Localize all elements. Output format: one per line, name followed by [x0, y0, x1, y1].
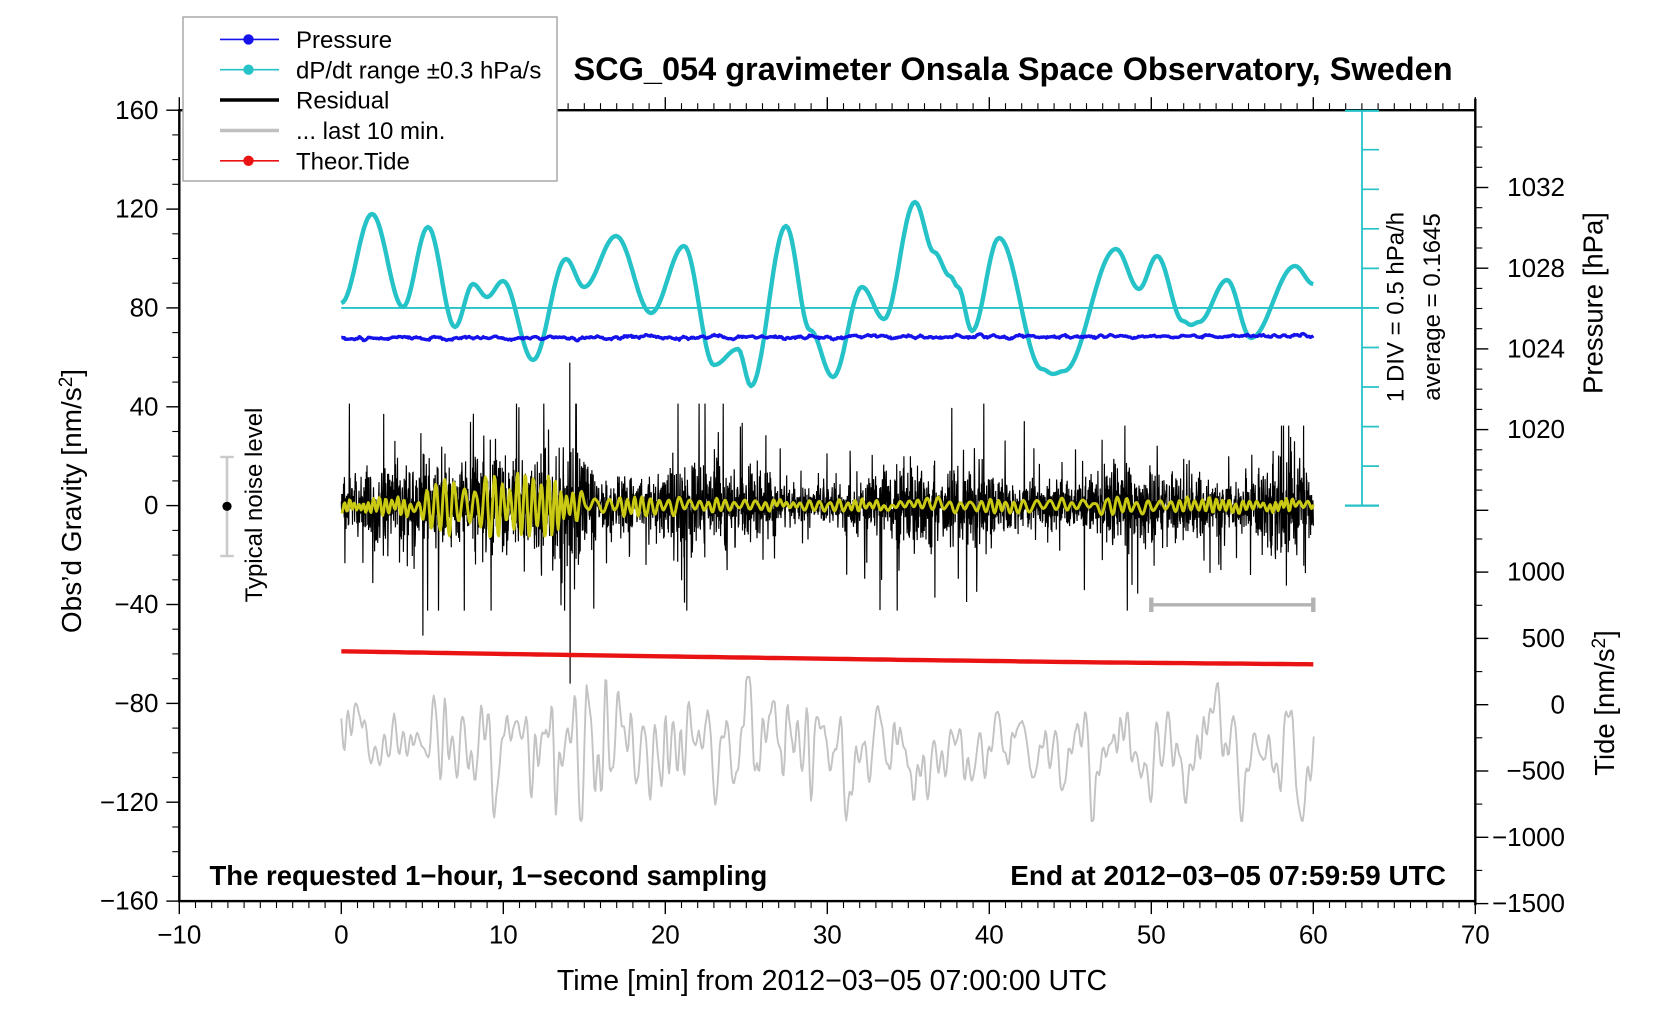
svg-text:SCG_054 gravimeter Onsala Spac: SCG_054 gravimeter Onsala Space Observat… — [573, 51, 1452, 87]
svg-text:Time [min] from 2012−03−05 07:: Time [min] from 2012−03−05 07:00:00 UTC — [557, 965, 1107, 997]
svg-text:−500: −500 — [1506, 756, 1565, 786]
svg-text:80: 80 — [130, 293, 159, 323]
svg-text:1000: 1000 — [1507, 557, 1565, 587]
svg-text:Obs’d Gravity [nm/s2]: Obs’d Gravity [nm/s2] — [56, 369, 87, 633]
svg-text:−120: −120 — [100, 787, 159, 817]
svg-text:0: 0 — [144, 490, 158, 520]
svg-text:70: 70 — [1461, 920, 1490, 950]
svg-text:−1000: −1000 — [1492, 822, 1565, 852]
svg-text:0: 0 — [1551, 689, 1565, 719]
svg-text:Residual: Residual — [296, 88, 389, 115]
svg-text:500: 500 — [1522, 623, 1565, 653]
svg-text:1 DIV = 0.5 hPa/h: 1 DIV = 0.5 hPa/h — [1383, 212, 1410, 402]
svg-text:Pressure [hPa]: Pressure [hPa] — [1578, 212, 1609, 394]
svg-text:Typical noise level: Typical noise level — [241, 408, 268, 603]
svg-text:60: 60 — [1299, 920, 1328, 950]
svg-text:dP/dt range ±0.3 hPa/s: dP/dt range ±0.3 hPa/s — [296, 57, 541, 84]
svg-text:Tide [nm/s2]: Tide [nm/s2] — [1589, 630, 1620, 776]
svg-text:−80: −80 — [114, 688, 158, 718]
svg-text:40: 40 — [975, 920, 1004, 950]
svg-text:... last 10 min.: ... last 10 min. — [296, 118, 445, 145]
svg-text:1028: 1028 — [1507, 253, 1565, 283]
svg-text:50: 50 — [1137, 920, 1166, 950]
svg-text:40: 40 — [130, 391, 159, 421]
svg-text:Theor.Tide: Theor.Tide — [296, 148, 410, 175]
svg-text:20: 20 — [651, 920, 680, 950]
svg-text:−40: −40 — [114, 589, 158, 619]
svg-text:120: 120 — [115, 194, 158, 224]
svg-text:The requested 1−hour, 1−second: The requested 1−hour, 1−second sampling — [210, 860, 768, 891]
svg-text:10: 10 — [489, 920, 518, 950]
svg-text:−160: −160 — [100, 886, 159, 916]
svg-text:1032: 1032 — [1507, 172, 1565, 202]
svg-text:0: 0 — [334, 920, 348, 950]
svg-text:1024: 1024 — [1507, 334, 1565, 364]
svg-text:Pressure: Pressure — [296, 27, 392, 54]
svg-text:30: 30 — [813, 920, 842, 950]
svg-text:−1500: −1500 — [1492, 888, 1565, 918]
svg-text:average = 0.1645: average = 0.1645 — [1419, 213, 1446, 401]
svg-text:160: 160 — [115, 95, 158, 125]
svg-text:−10: −10 — [157, 920, 201, 950]
svg-text:1020: 1020 — [1507, 414, 1565, 444]
svg-text:End at 2012−03−05 07:59:59 UTC: End at 2012−03−05 07:59:59 UTC — [1010, 860, 1446, 891]
